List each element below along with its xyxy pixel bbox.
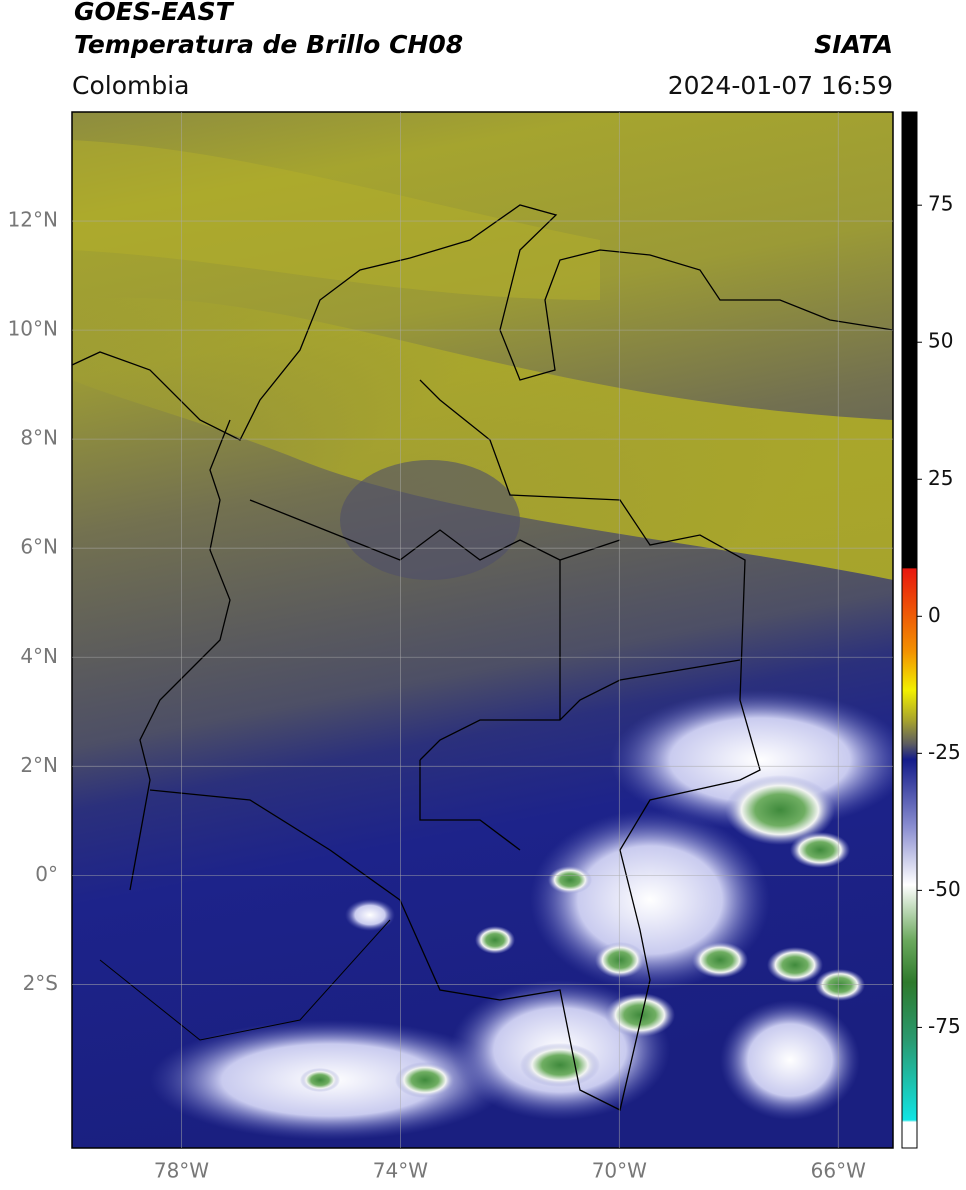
satellite-image [72, 112, 893, 1148]
subtitle: Temperatura de Brillo CH08 [74, 30, 463, 59]
colorbar-tick-label: 75 [928, 192, 953, 216]
lon-tick-label: 66°W [811, 1159, 866, 1183]
datetime: 2024-01-07 16:59 [668, 71, 893, 100]
colorbar-tick-label: -25 [928, 740, 961, 764]
region: Colombia [72, 71, 189, 100]
colorbar-tick-label: 0 [928, 603, 941, 627]
lat-tick-label: 4°N [20, 644, 58, 668]
lat-tick-label: 2°S [23, 971, 58, 995]
lon-tick-label: 78°W [154, 1159, 209, 1183]
lat-tick-label: 10°N [8, 317, 58, 341]
colorbar-tick-label: 25 [928, 466, 953, 490]
colorbar [901, 111, 918, 1149]
lat-tick-label: 8°N [20, 426, 58, 450]
source: SIATA [814, 30, 893, 59]
title: GOES-EAST [74, 0, 235, 26]
lat-tick-label: 12°N [8, 208, 58, 232]
lon-tick-label: 74°W [373, 1159, 428, 1183]
lon-tick-label: 70°W [592, 1159, 647, 1183]
lat-tick-label: 2°N [20, 753, 58, 777]
lat-tick-label: 6°N [20, 535, 58, 559]
map-frame [71, 111, 894, 1149]
lat-tick-label: 0° [35, 862, 58, 886]
colorbar-tick-label: -75 [928, 1014, 961, 1038]
colorbar-tick-label: -50 [928, 877, 961, 901]
colorbar-tick-label: 50 [928, 329, 953, 353]
